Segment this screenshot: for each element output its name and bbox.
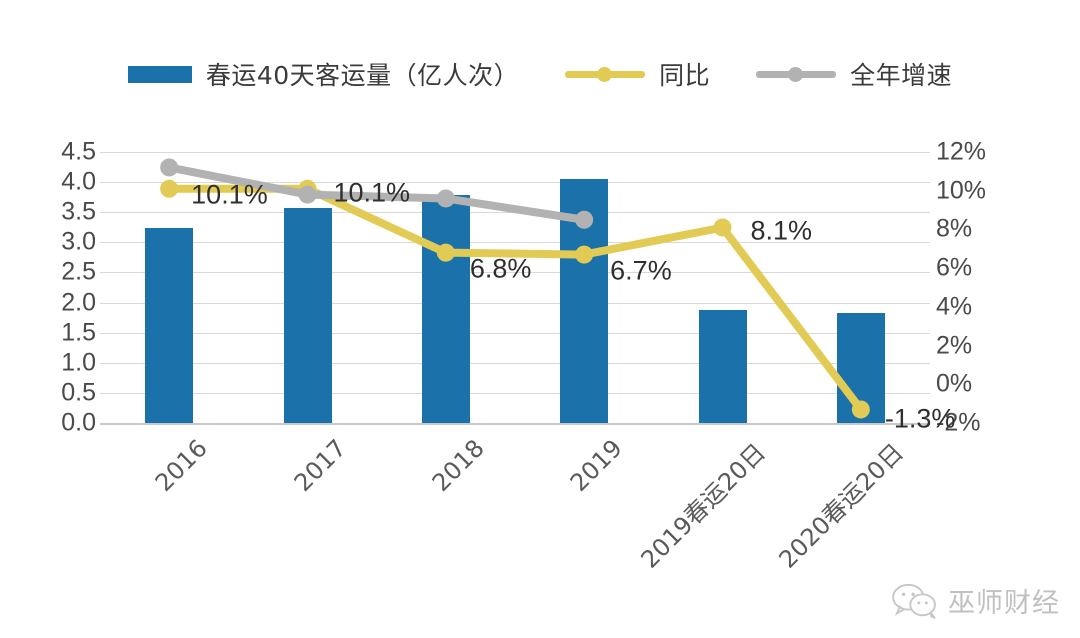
y-axis-left-tick: 2.5 <box>61 257 96 286</box>
y-axis-right-tick: 2% <box>936 331 973 360</box>
y-axis-left-tick: 4.5 <box>61 137 96 166</box>
line-path <box>165 184 865 414</box>
watermark-text: 巫师财经 <box>948 588 1060 619</box>
y-axis-left-tick: 4.0 <box>61 167 96 196</box>
legend-item-yoy[interactable]: 同比 <box>565 56 710 92</box>
legend-swatch-bar-icon <box>127 65 192 83</box>
gridline <box>100 332 930 334</box>
gridline <box>100 182 930 184</box>
gridline <box>100 242 930 244</box>
legend-label-yoy: 同比 <box>659 61 711 90</box>
gridline <box>100 392 930 394</box>
y-axis-left-tick: 3.0 <box>61 227 96 256</box>
y-axis-right-tick: 10% <box>936 176 987 205</box>
legend-label-annual-growth: 全年增速 <box>850 61 953 90</box>
line-marker[interactable] <box>298 185 317 204</box>
wechat-icon <box>892 583 936 619</box>
legend-item-bar[interactable]: 春运40天客运量（亿人次） <box>127 56 520 92</box>
line-marker[interactable] <box>575 245 594 264</box>
bar[interactable] <box>145 228 194 423</box>
y-axis-left-tick: 1.0 <box>61 348 96 377</box>
y-axis-right-tick: 4% <box>936 292 973 321</box>
y-axis-right-tick: -2% <box>936 408 981 437</box>
y-axis-right-tick: 6% <box>936 253 973 282</box>
line-path <box>165 163 589 224</box>
line-series <box>160 158 870 419</box>
gridline <box>100 423 930 425</box>
line-marker[interactable] <box>436 189 455 208</box>
y-axis-left-tick: 0.0 <box>61 408 96 437</box>
plot-area <box>100 152 930 425</box>
y-axis-right-tick: 0% <box>936 369 973 398</box>
y-axis-right-tick: 12% <box>936 137 987 166</box>
chart-legend: 春运40天客运量（亿人次） 同比 全年增速 <box>0 52 1080 96</box>
bar[interactable] <box>698 309 747 423</box>
gridline <box>100 362 930 364</box>
y-axis-left-tick: 2.0 <box>61 288 96 317</box>
line-marker[interactable] <box>575 210 594 229</box>
y-axis-left-tick: 0.5 <box>61 378 96 407</box>
legend-item-annual-growth[interactable]: 全年增速 <box>756 56 952 92</box>
bar[interactable] <box>283 208 332 423</box>
line-marker[interactable] <box>851 400 870 419</box>
gridline <box>100 302 930 304</box>
line-marker[interactable] <box>160 179 179 198</box>
y-axis-left-tick: 1.5 <box>61 318 96 347</box>
gridline <box>100 272 930 274</box>
watermark: 巫师财经 <box>892 581 1060 620</box>
y-axis-right: -2% 0% 2% 4% 6% 8% 10% 12% <box>936 138 1026 438</box>
bar[interactable] <box>421 194 470 423</box>
gridline <box>100 152 930 153</box>
x-axis: 2016 2017 2018 2019 2019春运20日 2020春运20日 <box>100 424 930 604</box>
legend-label-bar: 春运40天客运量（亿人次） <box>205 61 520 90</box>
y-axis-left: 0.0 0.5 1.0 1.5 2.0 2.5 3.0 3.5 4.0 4.5 <box>38 138 96 438</box>
y-axis-left-tick: 3.5 <box>61 197 96 226</box>
line-marker[interactable] <box>160 158 179 177</box>
legend-swatch-yoy-icon <box>565 66 646 82</box>
line-marker[interactable] <box>713 218 732 237</box>
legend-swatch-annual-icon <box>756 66 837 82</box>
y-axis-right-tick: 8% <box>936 214 973 243</box>
line-marker[interactable] <box>436 243 455 262</box>
